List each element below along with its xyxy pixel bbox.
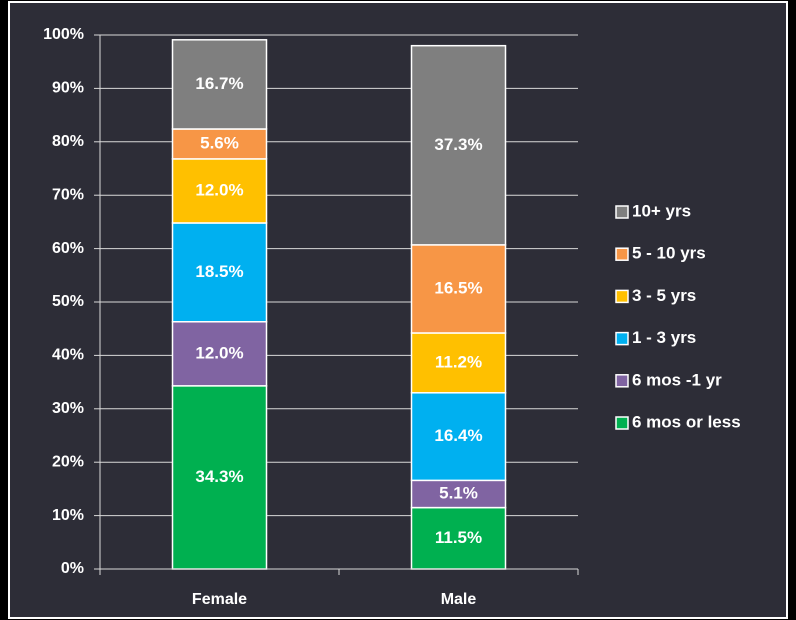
legend-swatch [615,289,629,304]
legend-swatch [615,374,629,388]
data-label: 16.4% [434,426,482,445]
data-label: 5.1% [439,483,478,502]
bar-segment [410,392,507,482]
y-tick-label: 50% [52,293,84,310]
y-tick-label: 20% [52,453,84,470]
legend-swatch [615,205,629,219]
y-tick-label: 30% [52,400,84,417]
data-label: 16.7% [195,74,243,93]
y-tick-label: 90% [52,80,84,97]
y-tick-label: 80% [52,133,84,150]
y-tick-label: 70% [52,186,84,203]
bar-segment [171,128,268,160]
y-tick-label: 10% [52,507,84,524]
y-tick-label: 60% [52,240,84,257]
x-tick-label: Female [192,591,247,608]
data-label: 37.3% [434,135,482,154]
bar-segment [410,44,507,246]
chart-frame [8,1,788,619]
bar-segment [171,321,268,387]
bar-segment [410,332,507,394]
data-label: 5.6% [200,133,239,152]
legend-label: 1 - 3 yrs [632,328,696,347]
data-label: 12.0% [195,180,243,199]
data-label: 16.5% [434,278,482,297]
legend-swatch [615,331,629,346]
legend-label: 5 - 10 yrs [632,244,706,263]
legend-swatch [615,247,629,261]
data-label: 12.0% [195,343,243,362]
bar-segment [171,158,268,224]
data-label: 18.5% [195,262,243,281]
y-tick-label: 40% [52,347,84,364]
bar-segment [171,222,268,323]
bar-segment [171,39,268,130]
legend-label: 6 mos -1 yr [632,370,722,389]
x-tick-label: Male [441,591,477,608]
data-label: 11.2% [435,352,482,371]
legend-swatch [615,416,629,430]
data-label: 11.5% [435,528,482,547]
y-tick-label: 0% [61,560,84,577]
legend-label: 10+ yrs [632,201,691,220]
legend-label: 3 - 5 yrs [632,286,696,305]
y-tick-label: 100% [43,26,84,43]
bar-segment [410,244,507,334]
legend-label: 6 mos or less [632,412,741,431]
data-label: 34.3% [195,467,243,486]
